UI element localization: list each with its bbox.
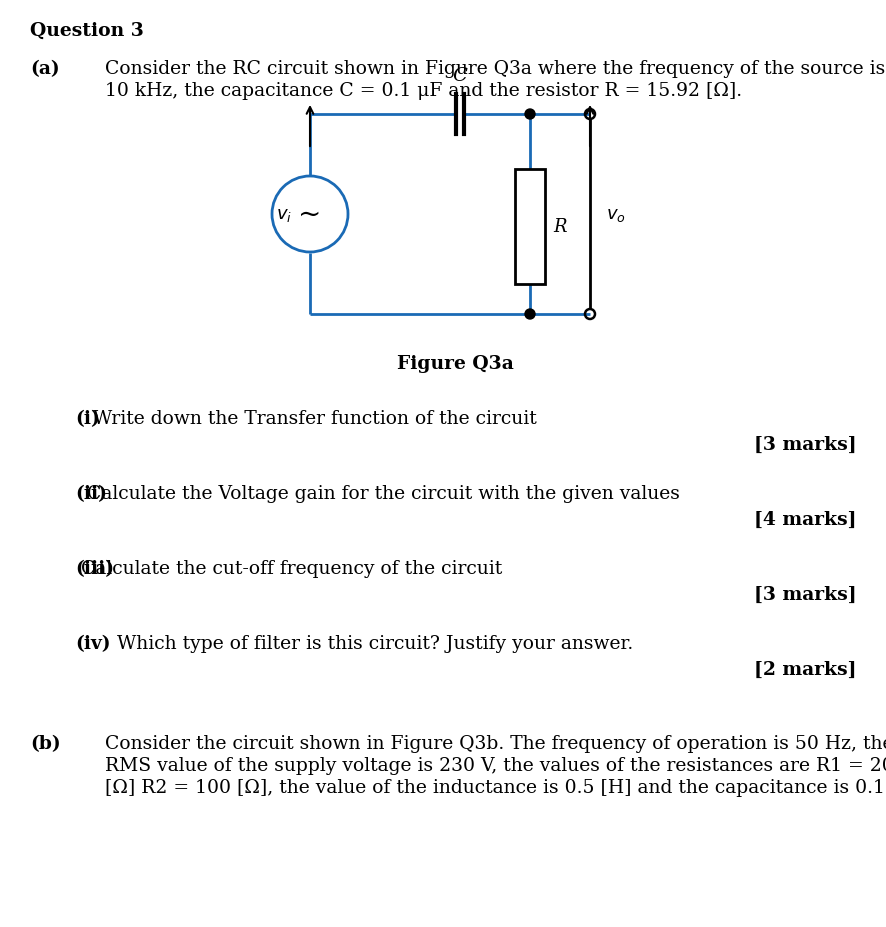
Text: [Ω] R2 = 100 [Ω], the value of the inductance is 0.5 [H] and the capacitance is : [Ω] R2 = 100 [Ω], the value of the induc… (105, 778, 886, 796)
Text: (ii): (ii) (75, 485, 107, 502)
Text: [2 marks]: [2 marks] (755, 660, 857, 679)
Text: Figure Q3a: Figure Q3a (397, 355, 513, 373)
Text: [3 marks]: [3 marks] (754, 585, 857, 603)
Text: ~: ~ (299, 201, 322, 228)
Text: Consider the circuit shown in Figure Q3b. The frequency of operation is 50 Hz, t: Consider the circuit shown in Figure Q3b… (105, 734, 886, 752)
Text: R: R (553, 218, 566, 236)
Circle shape (525, 110, 535, 120)
Text: C: C (453, 67, 468, 85)
Text: Write down the Transfer function of the circuit: Write down the Transfer function of the … (75, 410, 537, 427)
Text: $v_o$: $v_o$ (606, 206, 626, 223)
Text: $v_i$: $v_i$ (276, 206, 292, 223)
Text: Calculate the cut-off frequency of the circuit: Calculate the cut-off frequency of the c… (75, 559, 502, 578)
Text: 10 kHz, the capacitance C = 0.1 μF and the resistor R = 15.92 [Ω].: 10 kHz, the capacitance C = 0.1 μF and t… (105, 82, 742, 100)
Circle shape (525, 310, 535, 320)
Text: (i): (i) (75, 410, 100, 427)
Text: Calculate the Voltage gain for the circuit with the given values: Calculate the Voltage gain for the circu… (75, 485, 680, 502)
Text: [3 marks]: [3 marks] (754, 436, 857, 453)
Bar (515, 170, 545, 285)
Text: Question 3: Question 3 (30, 22, 144, 40)
Text: (iii): (iii) (75, 559, 114, 578)
Text: (b): (b) (30, 734, 60, 752)
Text: Which type of filter is this circuit? Justify your answer.: Which type of filter is this circuit? Ju… (117, 634, 633, 653)
Text: (iv): (iv) (75, 634, 111, 653)
Text: (a): (a) (30, 60, 59, 78)
Text: RMS value of the supply voltage is 230 V, the values of the resistances are R1 =: RMS value of the supply voltage is 230 V… (105, 756, 886, 774)
Text: Consider the RC circuit shown in Figure Q3a where the frequency of the source is: Consider the RC circuit shown in Figure … (105, 60, 886, 78)
Text: [4 marks]: [4 marks] (755, 511, 857, 528)
